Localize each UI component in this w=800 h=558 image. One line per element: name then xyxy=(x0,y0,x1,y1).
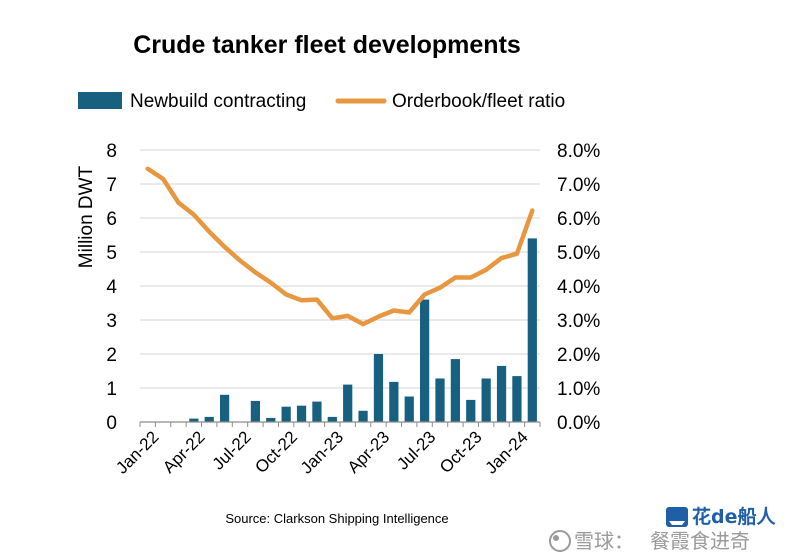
bar xyxy=(189,418,199,422)
bar xyxy=(466,399,476,422)
bar xyxy=(404,396,414,422)
bar xyxy=(250,400,260,422)
y2-tick-label: 4.0% xyxy=(557,277,600,298)
ratio-series-line xyxy=(145,166,535,327)
y2-tick-label: 8.0% xyxy=(557,141,600,162)
bar xyxy=(512,376,522,422)
legend-label-newbuild: Newbuild contracting xyxy=(130,91,306,112)
y-tick-label: 0 xyxy=(106,413,117,434)
y2-tick-label: 7.0% xyxy=(557,175,600,196)
y2-tick-label: 3.0% xyxy=(557,311,600,332)
bar xyxy=(420,299,430,422)
chart-title: Crude tanker fleet developments xyxy=(133,31,521,59)
bar xyxy=(266,417,276,422)
x-tick-label: Oct-22 xyxy=(251,427,301,477)
bar xyxy=(312,401,322,422)
legend-swatch-newbuild xyxy=(78,92,122,109)
x-tick-label: Jul-23 xyxy=(393,427,439,473)
y-tick-label: 7 xyxy=(106,175,117,196)
x-tick-label: Oct-23 xyxy=(436,427,486,477)
y-tick-label: 8 xyxy=(106,141,117,162)
y-tick-label: 2 xyxy=(106,345,117,366)
y-tick-label: 5 xyxy=(106,243,117,264)
left-y-ticks: 0 1 2 3 4 5 6 7 8 xyxy=(106,141,117,434)
bar xyxy=(327,416,337,422)
legend: Newbuild contracting Orderbook/fleet rat… xyxy=(78,91,565,112)
watermark-snowball: 雪球： xyxy=(574,529,634,553)
grid xyxy=(140,149,540,389)
ratio-line xyxy=(145,166,535,327)
y-tick-label: 1 xyxy=(106,379,117,400)
y-tick-label: 6 xyxy=(106,209,117,230)
x-tick-label: Jan-23 xyxy=(297,427,347,477)
source-note: Source: Clarkson Shipping Intelligence xyxy=(225,511,448,526)
bar xyxy=(343,384,353,422)
y2-tick-label: 1.0% xyxy=(557,379,600,400)
bar xyxy=(296,405,307,422)
bar xyxy=(389,381,399,422)
y2-tick-label: 5.0% xyxy=(557,243,600,264)
y2-tick-label: 0.0% xyxy=(557,413,600,434)
bars xyxy=(189,238,537,422)
bar xyxy=(481,378,491,422)
watermark-author: 餐霞食进奇 xyxy=(650,529,750,553)
watermark-logo-text: 花de船人 xyxy=(692,505,776,528)
y-axis-label: Million DWT xyxy=(76,165,97,268)
bar xyxy=(373,354,384,422)
bar xyxy=(358,410,368,422)
x-tick-label: Jul-22 xyxy=(209,427,255,473)
y-tick-label: 3 xyxy=(106,311,117,332)
x-tick-label: Jan-24 xyxy=(482,427,532,477)
right-y-ticks: 0.0% 1.0% 2.0% 3.0% 4.0% 5.0% 6.0% 7.0% 8.0% xyxy=(557,141,600,434)
x-tick-label: Jan-22 xyxy=(112,427,162,477)
snowball-icon xyxy=(549,530,571,552)
watermark: 雪球： 餐霞食进奇 花de船人 xyxy=(549,505,776,553)
bar xyxy=(204,416,214,422)
y2-tick-label: 2.0% xyxy=(557,345,600,366)
bar xyxy=(527,238,537,422)
bar xyxy=(281,406,291,422)
bar xyxy=(450,359,460,422)
legend-label-ratio: Orderbook/fleet ratio xyxy=(392,91,565,112)
axes xyxy=(139,421,541,427)
x-tick-label: Apr-22 xyxy=(159,427,209,477)
y2-tick-label: 6.0% xyxy=(557,209,600,230)
bar xyxy=(220,394,230,422)
bar xyxy=(496,365,507,422)
y-tick-label: 4 xyxy=(106,277,117,298)
ship-logo-icon xyxy=(666,507,688,527)
x-tick-label: Apr-23 xyxy=(344,427,394,477)
bar xyxy=(435,378,445,422)
